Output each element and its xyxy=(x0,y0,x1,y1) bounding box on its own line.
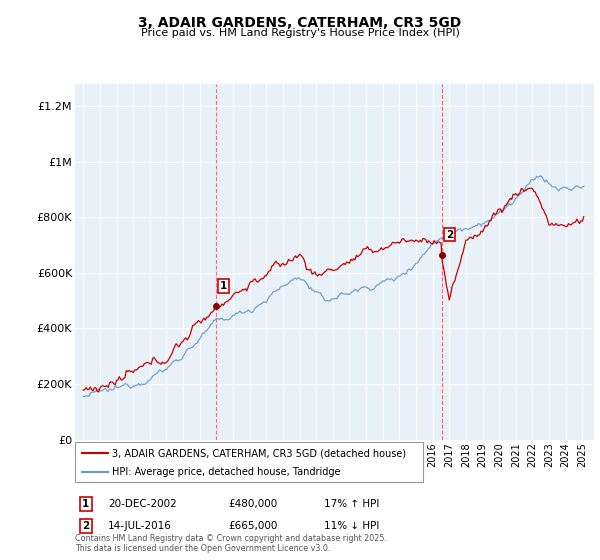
Text: 2: 2 xyxy=(446,230,453,240)
Text: 3, ADAIR GARDENS, CATERHAM, CR3 5GD (detached house): 3, ADAIR GARDENS, CATERHAM, CR3 5GD (det… xyxy=(112,449,406,459)
Text: 14-JUL-2016: 14-JUL-2016 xyxy=(108,521,172,531)
Text: 11% ↓ HPI: 11% ↓ HPI xyxy=(324,521,379,531)
Text: 2: 2 xyxy=(82,521,89,531)
Text: 1: 1 xyxy=(220,281,227,291)
Text: £480,000: £480,000 xyxy=(228,499,277,509)
Text: 17% ↑ HPI: 17% ↑ HPI xyxy=(324,499,379,509)
Text: £665,000: £665,000 xyxy=(228,521,277,531)
Text: 1: 1 xyxy=(82,499,89,509)
Text: 20-DEC-2002: 20-DEC-2002 xyxy=(108,499,177,509)
Text: 3, ADAIR GARDENS, CATERHAM, CR3 5GD: 3, ADAIR GARDENS, CATERHAM, CR3 5GD xyxy=(139,16,461,30)
Text: Price paid vs. HM Land Registry's House Price Index (HPI): Price paid vs. HM Land Registry's House … xyxy=(140,28,460,38)
Text: HPI: Average price, detached house, Tandridge: HPI: Average price, detached house, Tand… xyxy=(112,467,341,477)
Text: Contains HM Land Registry data © Crown copyright and database right 2025.
This d: Contains HM Land Registry data © Crown c… xyxy=(75,534,387,553)
